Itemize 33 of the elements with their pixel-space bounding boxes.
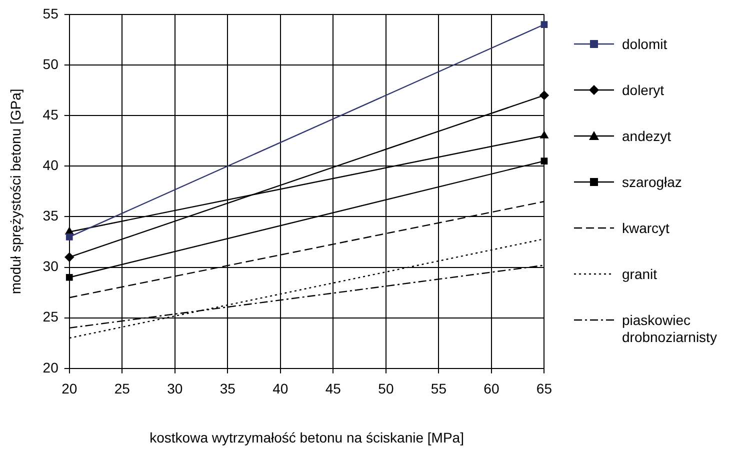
y-tick-label: 45 xyxy=(42,106,59,122)
point xyxy=(540,21,548,28)
x-tick-label: 50 xyxy=(378,380,394,397)
legend-label: dolomit xyxy=(622,36,668,53)
legend-label: doleryt xyxy=(622,82,666,99)
y-tick-label: 30 xyxy=(42,258,59,274)
x-tick-label: 20 xyxy=(62,380,78,397)
point xyxy=(540,90,549,100)
y-tick-label: 40 xyxy=(42,156,59,173)
x-tick-label: 25 xyxy=(114,380,130,397)
legend-label: kwarcyt xyxy=(622,220,670,237)
y-tick-label: 55 xyxy=(42,5,59,22)
y-tick-label: 50 xyxy=(42,56,59,72)
y-axis-title: moduł sprężystości betonu [GPa] xyxy=(7,88,24,294)
point xyxy=(64,252,74,262)
x-tick-label: 65 xyxy=(536,380,552,397)
y-tick-label: 25 xyxy=(42,308,59,325)
point xyxy=(540,158,548,164)
x-tick-label: 60 xyxy=(484,380,500,397)
x-tick-label: 30 xyxy=(167,380,183,397)
legend-label: piaskowiec drobnoziarnisty xyxy=(622,312,718,346)
point xyxy=(66,274,73,281)
legend-label: andezyt xyxy=(622,128,672,145)
point xyxy=(66,233,73,240)
x-tick-label: 35 xyxy=(220,380,236,397)
y-tick-label: 20 xyxy=(42,359,59,376)
x-axis-title: kostkowa wytrzymałość betonu na ściskanie [MPa] xyxy=(150,429,464,446)
x-tick-label: 55 xyxy=(430,380,447,397)
y-tick-label: 35 xyxy=(42,208,59,224)
legend-label: szarogłaz xyxy=(622,174,683,191)
legend-label: granit xyxy=(622,266,658,283)
x-tick-label: 45 xyxy=(325,380,342,397)
x-tick-label: 40 xyxy=(272,380,288,397)
